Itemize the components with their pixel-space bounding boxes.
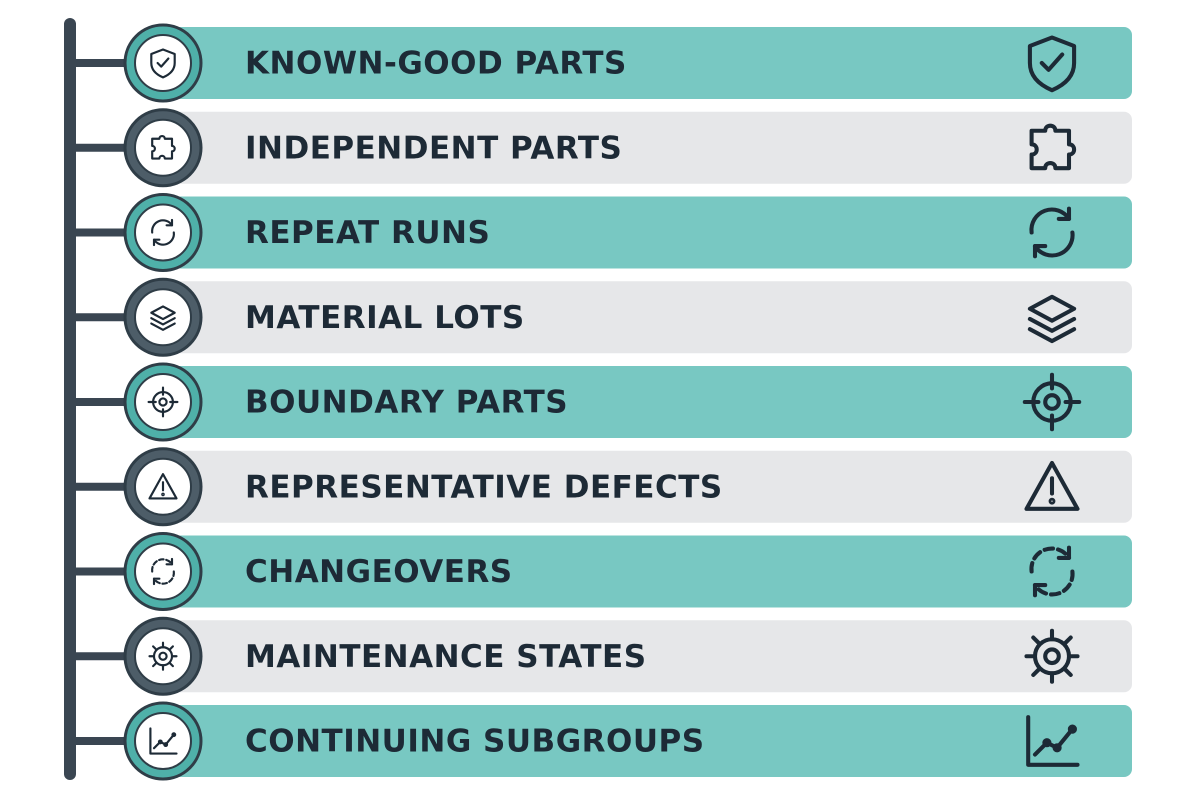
row-label: KNOWN-GOOD PARTS (245, 46, 627, 82)
connector (70, 143, 130, 152)
row-band (170, 620, 1132, 693)
icon-badge (134, 118, 192, 177)
row-label: MAINTENANCE STATES (245, 639, 647, 675)
row-label: REPEAT RUNS (245, 215, 490, 251)
row-band (170, 535, 1132, 608)
row-label: CONTINUING SUBGROUPS (245, 724, 705, 760)
icon-badge (134, 373, 192, 431)
row-band (170, 366, 1132, 438)
row-band (170, 27, 1132, 99)
icon-badge (134, 203, 192, 262)
row: INDEPENDENT PARTS (70, 108, 1132, 188)
row-band (170, 196, 1132, 269)
connector (70, 313, 130, 322)
row-band (170, 705, 1132, 777)
row: MATERIAL LOTS (70, 277, 1132, 357)
icon-badge (134, 542, 192, 601)
row-label: MATERIAL LOTS (245, 300, 525, 336)
row: BOUNDARY PARTS (70, 362, 1132, 442)
row-band (170, 111, 1132, 184)
row: CONTINUING SUBGROUPS (70, 701, 1132, 781)
row: KNOWN-GOOD PARTS (70, 23, 1132, 103)
rows: KNOWN-GOOD PARTS INDEPENDENT PARTS REPEAT … (70, 23, 1132, 781)
row: CHANGEOVERS (70, 532, 1132, 611)
connector (70, 228, 130, 237)
row-label: REPRESENTATIVE DEFECTS (245, 469, 723, 505)
connector (70, 59, 130, 67)
row-label: INDEPENDENT PARTS (245, 130, 622, 166)
row-label: BOUNDARY PARTS (245, 385, 568, 421)
connector (70, 398, 130, 406)
row-band (170, 450, 1132, 523)
icon-badge (134, 712, 192, 770)
row-band (170, 281, 1132, 354)
connector (70, 567, 130, 576)
icon-badge (134, 627, 192, 686)
connector (70, 652, 130, 661)
row: REPRESENTATIVE DEFECTS (70, 447, 1132, 527)
row: REPEAT RUNS (70, 193, 1132, 272)
row: MAINTENANCE STATES (70, 616, 1132, 696)
connector (70, 482, 130, 491)
row-label: CHANGEOVERS (245, 554, 513, 590)
icon-badge (134, 288, 192, 347)
connector (70, 737, 130, 745)
